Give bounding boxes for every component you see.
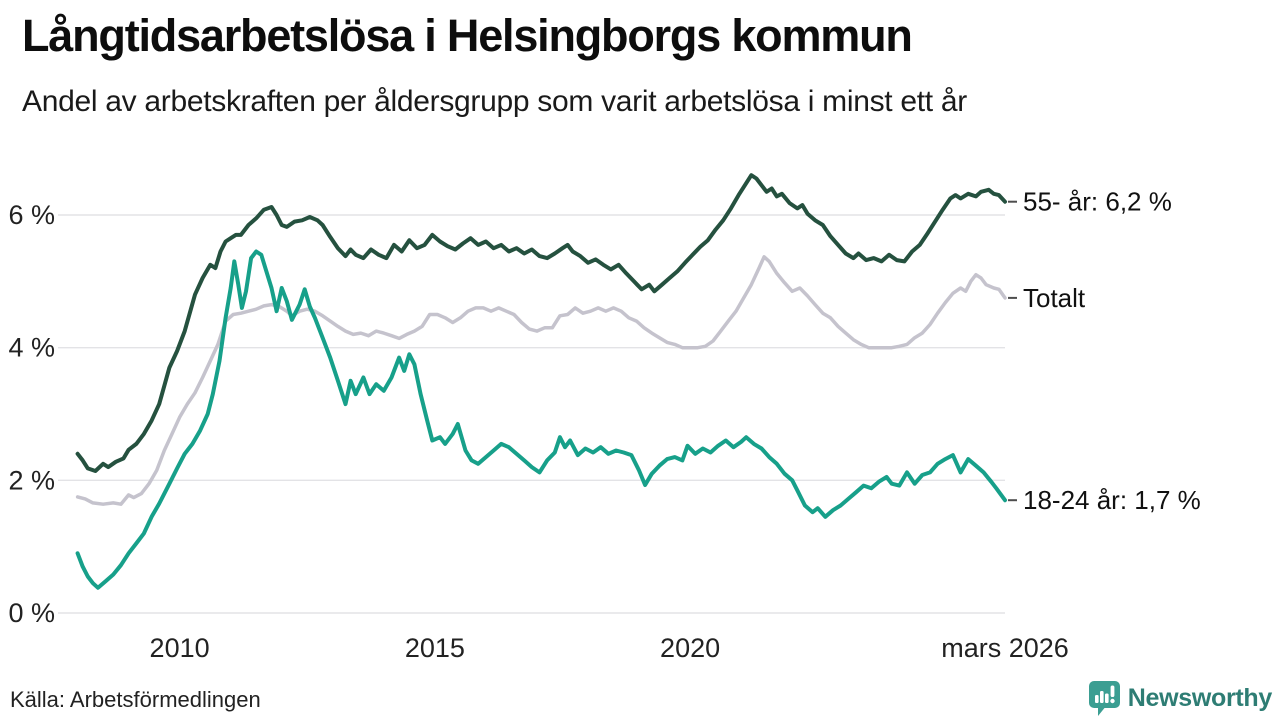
series-end-label-18-24-ar: 18-24 år: 1,7 % [1023, 485, 1201, 515]
source-note: Källa: Arbetsförmedlingen [10, 687, 261, 712]
newsworthy-icon [1088, 681, 1120, 716]
page-title: Långtidsarbetslösa i Helsingborgs kommun [22, 10, 913, 61]
y-axis-tick-label: 2 % [8, 465, 55, 495]
newsworthy-wordmark: Newsworthy [1127, 684, 1273, 712]
x-axis-tick-label: 2015 [405, 633, 465, 663]
y-axis-tick-label: 4 % [8, 333, 55, 363]
series-line-18-24-ar [75, 249, 1007, 590]
y-axis-tick-label: 0 % [8, 598, 55, 628]
series-end-label-totalt: Totalt [1023, 283, 1086, 313]
series-end-label-55-ar: 55- år: 6,2 % [1023, 187, 1172, 217]
newsworthy-logo: Newsworthy [1088, 680, 1272, 717]
y-axis-tick-label: 6 % [8, 200, 55, 230]
x-axis-tick-label: 2010 [150, 633, 210, 663]
chart-header: Långtidsarbetslösa i Helsingborgs kommun… [22, 10, 1262, 120]
x-axis-tick-label: mars 2026 [941, 633, 1069, 663]
series-line-totalt [75, 255, 1007, 506]
page-subtitle: Andel av arbetskraften per åldersgrupp s… [22, 84, 967, 118]
series-line-55-ar [75, 173, 1007, 473]
x-axis-tick-label: 2020 [660, 633, 720, 663]
